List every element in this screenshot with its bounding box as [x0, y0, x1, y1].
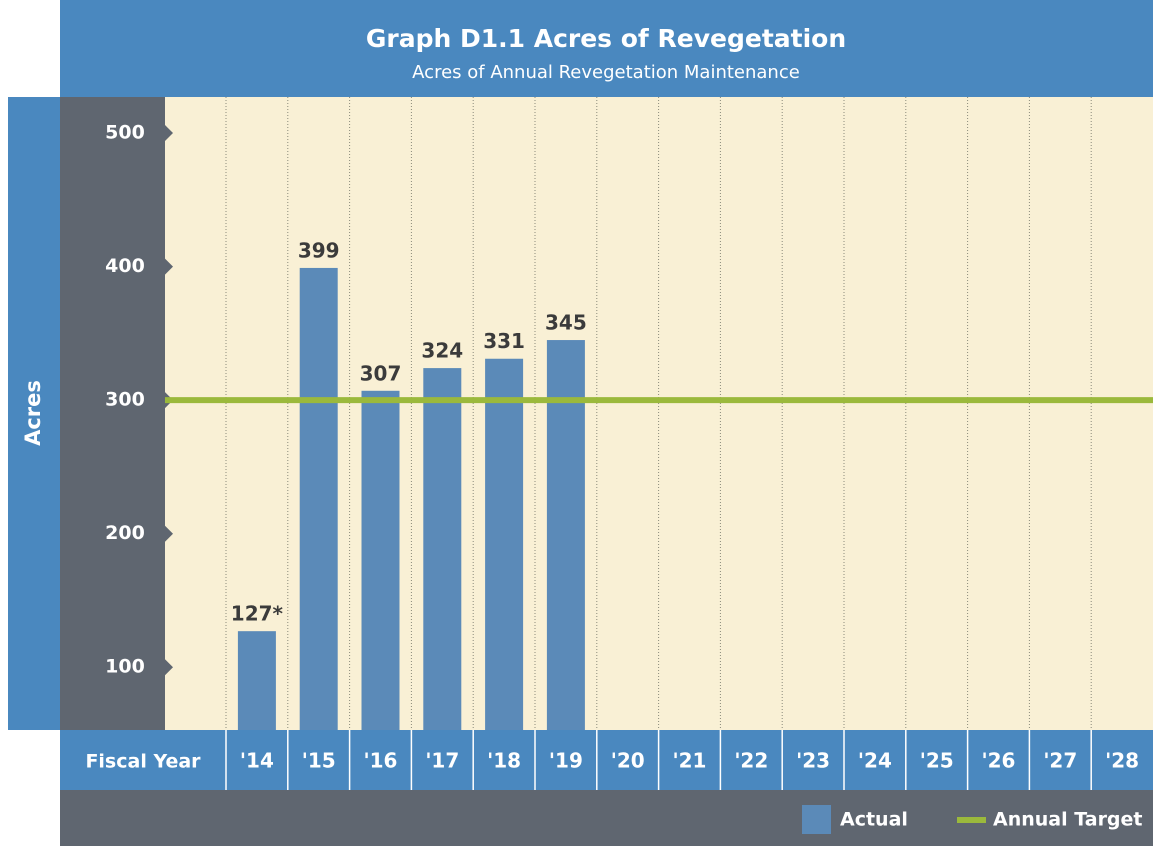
bar: [485, 358, 524, 730]
y-tick-mark: [165, 659, 173, 676]
y-tick-mark: [165, 258, 173, 275]
y-tick-label: 300: [105, 389, 145, 411]
chart-subtitle: Acres of Annual Revegetation Maintenance: [412, 62, 800, 83]
x-tick-label: '16: [364, 749, 398, 773]
data-label: 331: [483, 329, 525, 353]
x-tick-label: '23: [796, 749, 830, 773]
data-label: 345: [545, 311, 587, 335]
x-tick-label: '25: [920, 749, 954, 773]
bar: [299, 267, 338, 730]
x-tick-label: '15: [302, 749, 336, 773]
data-label: 324: [421, 339, 463, 363]
y-tick-mark: [165, 525, 173, 542]
legend-band: [60, 790, 1153, 846]
x-tick-label: '17: [425, 749, 459, 773]
x-axis-label: Fiscal Year: [85, 751, 201, 773]
y-axis-label: Acres: [21, 380, 45, 446]
legend-label: Annual Target: [993, 809, 1143, 831]
data-label: 307: [360, 361, 402, 385]
data-label: 399: [298, 238, 340, 262]
chart-title: Graph D1.1 Acres of Revegetation: [366, 24, 846, 53]
x-tick-label: '27: [1043, 749, 1077, 773]
x-tick-label: '21: [673, 749, 707, 773]
x-tick-label: '18: [487, 749, 521, 773]
bar: [361, 390, 400, 730]
x-tick-label: '19: [549, 749, 583, 773]
x-tick-label: '20: [611, 749, 645, 773]
x-tick-label: '14: [240, 749, 274, 773]
bar: [423, 368, 462, 730]
y-axis-panel: [60, 97, 165, 730]
y-tick-label: 200: [105, 522, 145, 544]
x-tick-label: '28: [1105, 749, 1139, 773]
data-label: 127*: [231, 602, 284, 626]
y-tick-label: 400: [105, 255, 145, 277]
y-label-band: [8, 97, 60, 730]
y-tick-label: 500: [105, 122, 145, 144]
bar: [546, 340, 585, 730]
category-band: [60, 730, 1153, 790]
x-tick-label: '26: [982, 749, 1016, 773]
y-tick-mark: [165, 125, 173, 142]
bar: [237, 631, 276, 730]
x-tick-label: '24: [858, 749, 892, 773]
legend-swatch: [802, 805, 831, 834]
y-tick-label: 100: [105, 656, 145, 678]
title-band: [60, 0, 1153, 97]
legend-label: Actual: [840, 809, 908, 831]
x-tick-label: '22: [734, 749, 768, 773]
